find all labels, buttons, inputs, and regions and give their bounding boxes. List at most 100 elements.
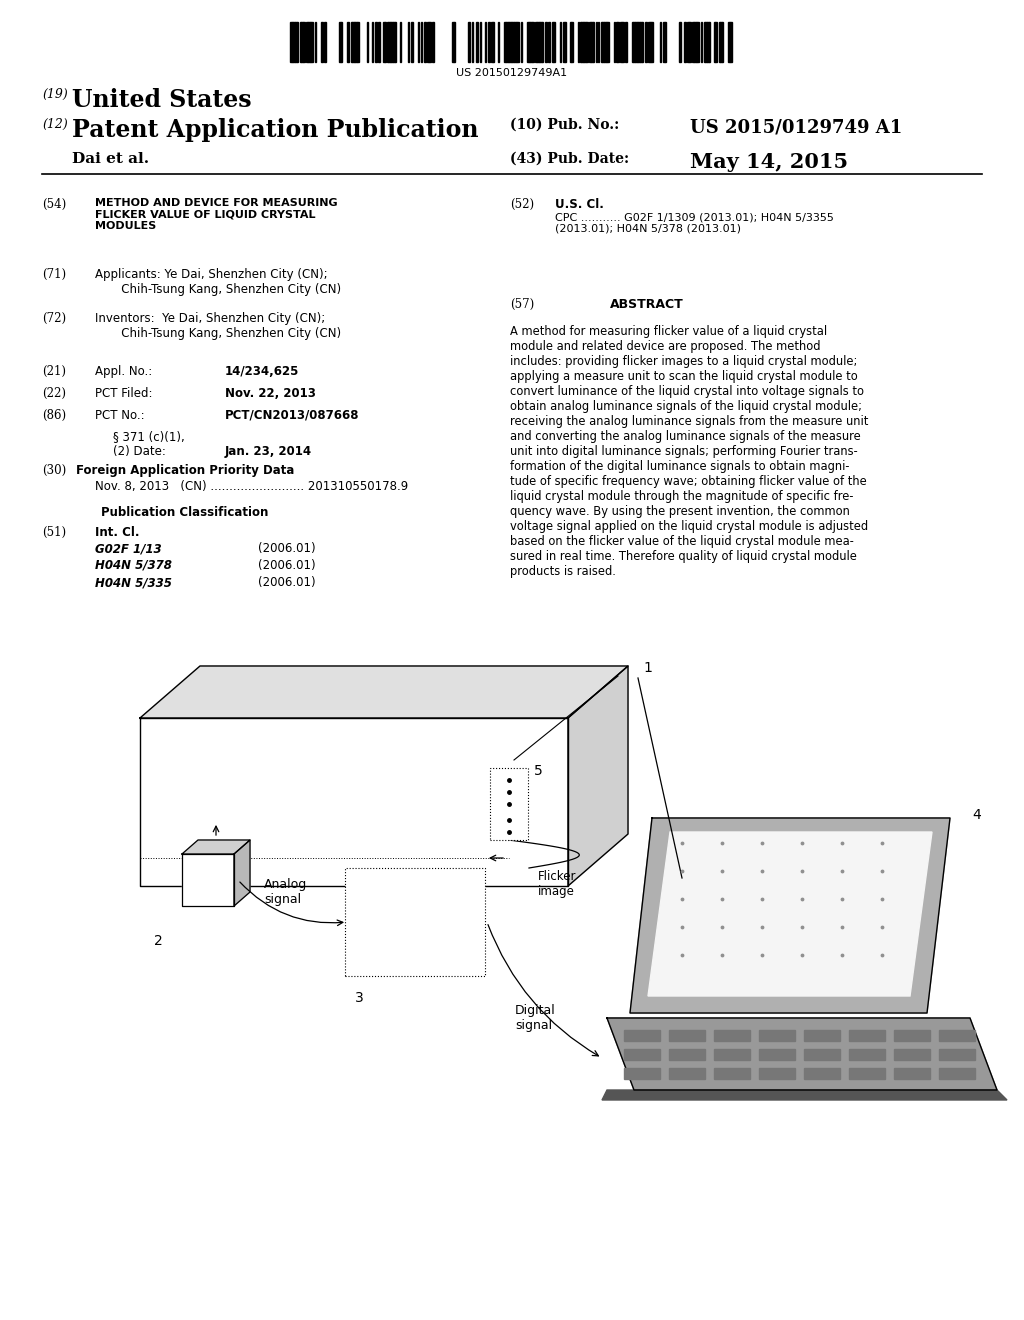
- Text: Foreign Application Priority Data: Foreign Application Priority Data: [76, 465, 294, 477]
- Text: (2006.01): (2006.01): [258, 558, 315, 572]
- Bar: [476, 22, 478, 62]
- Text: United States: United States: [72, 88, 252, 112]
- Bar: [593, 22, 594, 62]
- Bar: [669, 1049, 705, 1060]
- Text: (86): (86): [42, 409, 67, 422]
- Bar: [624, 1049, 660, 1060]
- Bar: [468, 22, 470, 62]
- Bar: [295, 22, 297, 62]
- Bar: [684, 22, 686, 62]
- Bar: [393, 22, 394, 62]
- Polygon shape: [648, 832, 932, 997]
- Text: GND: GND: [353, 894, 374, 902]
- Text: Chih-Tsung Kang, Shenzhen City (CN): Chih-Tsung Kang, Shenzhen City (CN): [95, 282, 341, 296]
- Bar: [700, 22, 702, 62]
- Bar: [642, 22, 643, 62]
- Bar: [511, 22, 512, 62]
- Text: Publication Classification: Publication Classification: [101, 506, 268, 519]
- Text: (12): (12): [42, 117, 68, 131]
- Text: 3: 3: [355, 991, 364, 1005]
- Bar: [297, 22, 298, 62]
- Bar: [517, 22, 519, 62]
- Bar: [509, 22, 511, 62]
- Text: Int. Cl.: Int. Cl.: [95, 525, 139, 539]
- Bar: [490, 768, 528, 840]
- Polygon shape: [630, 818, 950, 1012]
- Bar: [301, 22, 303, 62]
- Text: (2006.01): (2006.01): [258, 543, 315, 554]
- Bar: [626, 22, 627, 62]
- Bar: [939, 1049, 975, 1060]
- Bar: [563, 22, 565, 62]
- Bar: [545, 22, 547, 62]
- Bar: [692, 22, 694, 62]
- Bar: [804, 1068, 840, 1078]
- Bar: [607, 22, 609, 62]
- Bar: [391, 22, 393, 62]
- Text: (52): (52): [510, 198, 535, 211]
- Bar: [355, 22, 357, 62]
- Text: 14/234,625: 14/234,625: [225, 366, 299, 378]
- Bar: [585, 22, 586, 62]
- Text: Vref: Vref: [353, 908, 372, 917]
- Bar: [484, 22, 486, 62]
- Bar: [549, 22, 550, 62]
- Bar: [565, 22, 566, 62]
- Bar: [759, 1030, 795, 1041]
- Bar: [624, 1030, 660, 1041]
- Bar: [687, 22, 689, 62]
- Text: (51): (51): [42, 525, 67, 539]
- Bar: [894, 1030, 930, 1041]
- Bar: [530, 22, 532, 62]
- Text: CPC ........... G02F 1/1309 (2013.01); H04N 5/3355
(2013.01); H04N 5/378 (2013.0: CPC ........... G02F 1/1309 (2013.01); H…: [555, 213, 834, 234]
- Bar: [527, 22, 528, 62]
- Bar: [347, 22, 349, 62]
- Bar: [650, 22, 651, 62]
- Polygon shape: [234, 840, 250, 906]
- Bar: [308, 22, 309, 62]
- Bar: [309, 22, 311, 62]
- Bar: [689, 22, 691, 62]
- Text: B1: B1: [417, 894, 429, 902]
- Bar: [378, 22, 380, 62]
- Polygon shape: [568, 667, 628, 886]
- Bar: [596, 22, 597, 62]
- Text: 5: 5: [534, 764, 543, 777]
- Bar: [598, 22, 599, 62]
- Bar: [290, 22, 292, 62]
- Bar: [325, 22, 326, 62]
- Bar: [697, 22, 699, 62]
- Bar: [659, 22, 662, 62]
- Bar: [385, 22, 386, 62]
- Bar: [759, 1049, 795, 1060]
- Text: Sign: Sign: [406, 913, 425, 921]
- Text: Chih-Tsung Kang, Shenzhen City (CN): Chih-Tsung Kang, Shenzhen City (CN): [95, 327, 341, 341]
- Polygon shape: [602, 1090, 1007, 1100]
- Bar: [590, 22, 591, 62]
- Bar: [532, 22, 534, 62]
- Bar: [708, 22, 709, 62]
- Bar: [452, 22, 454, 62]
- Text: Inventors:  Ye Dai, Shenzhen City (CN);: Inventors: Ye Dai, Shenzhen City (CN);: [95, 312, 326, 325]
- Bar: [624, 1068, 660, 1078]
- Bar: [508, 22, 509, 62]
- Bar: [516, 22, 517, 62]
- Text: § 371 (c)(1),: § 371 (c)(1),: [113, 430, 184, 444]
- Bar: [804, 1049, 840, 1060]
- Bar: [640, 22, 642, 62]
- Bar: [352, 22, 353, 62]
- Bar: [553, 22, 555, 62]
- Bar: [390, 22, 391, 62]
- Bar: [849, 1030, 885, 1041]
- Text: A method for measuring flicker value of a liquid crystal
module and related devi: A method for measuring flicker value of …: [510, 325, 868, 578]
- Bar: [303, 22, 305, 62]
- Bar: [339, 22, 341, 62]
- Bar: [454, 22, 456, 62]
- Bar: [394, 22, 396, 62]
- Bar: [388, 22, 390, 62]
- Text: PCT No.:: PCT No.:: [95, 409, 144, 422]
- Bar: [583, 22, 585, 62]
- Bar: [728, 22, 730, 62]
- Bar: [638, 22, 640, 62]
- Text: 4: 4: [972, 808, 981, 822]
